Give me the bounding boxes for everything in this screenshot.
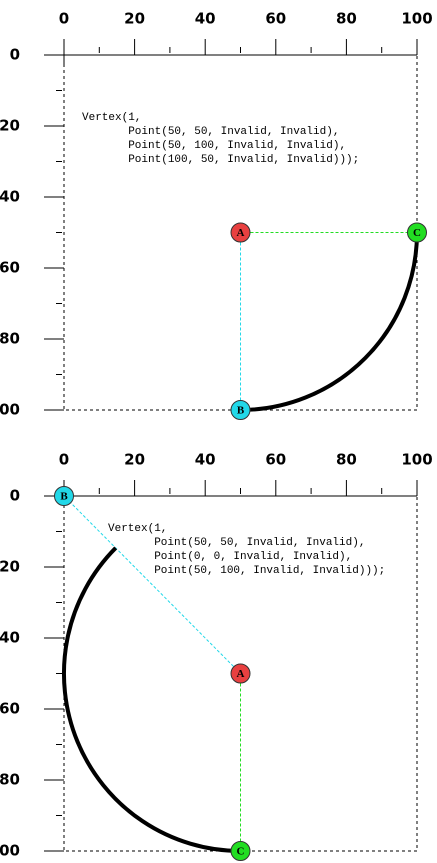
- y-tick-label: 20: [0, 117, 20, 135]
- arc: [240, 232, 419, 412]
- point: [230, 400, 251, 420]
- x-tick-label: 60: [265, 10, 286, 28]
- y-tick-label: 0: [10, 487, 20, 505]
- x-tick-label: 0: [59, 10, 69, 28]
- y-tick-label: 20: [0, 558, 20, 576]
- point: [54, 486, 74, 506]
- point-label: C: [413, 227, 421, 239]
- x-tick-label: 80: [336, 10, 357, 28]
- y-tick-label: 80: [0, 771, 20, 789]
- x-tick-label: 100: [401, 451, 432, 469]
- point-label: B: [60, 491, 68, 503]
- code-line: Point(50, 100, Invalid, Invalid)));: [108, 565, 385, 577]
- point: [407, 222, 427, 243]
- y-tick-label: 100: [0, 842, 20, 860]
- y-tick-label: 40: [0, 629, 20, 647]
- y-tick-label: 0: [10, 46, 20, 64]
- x-tick-label: 0: [59, 451, 69, 469]
- code-line: Vertex(1,: [108, 523, 167, 535]
- point-label: A: [237, 227, 245, 239]
- y-tick-label: 60: [0, 700, 20, 718]
- x-tick-label: 40: [195, 451, 216, 469]
- point-label: C: [237, 846, 245, 858]
- x-tick-label: 100: [401, 10, 432, 28]
- point: [230, 841, 251, 861]
- y-tick-label: 60: [0, 259, 20, 277]
- y-tick-label: 80: [0, 330, 20, 348]
- code-line: Point(100, 50, Invalid, Invalid)));: [82, 154, 359, 166]
- y-tick-label: 100: [0, 401, 20, 419]
- code-line: Point(50, 100, Invalid, Invalid),: [82, 140, 346, 152]
- x-tick-label: 80: [336, 451, 357, 469]
- code-line: Point(50, 50, Invalid, Invalid),: [82, 126, 339, 138]
- x-tick-label: 60: [265, 451, 286, 469]
- code-line: Point(0, 0, Invalid, Invalid),: [108, 551, 352, 563]
- code-line: Vertex(1,: [82, 112, 141, 124]
- guide-line: [63, 495, 241, 674]
- point-label: A: [237, 668, 245, 680]
- arc: [62, 546, 241, 853]
- y-tick-label: 40: [0, 188, 20, 206]
- point: [230, 222, 251, 243]
- x-tick-label: 40: [195, 10, 216, 28]
- point-label: B: [237, 405, 245, 417]
- code-line: Point(50, 50, Invalid, Invalid),: [108, 537, 365, 549]
- x-tick-label: 20: [124, 10, 145, 28]
- point: [230, 663, 251, 684]
- x-tick-label: 20: [124, 451, 145, 469]
